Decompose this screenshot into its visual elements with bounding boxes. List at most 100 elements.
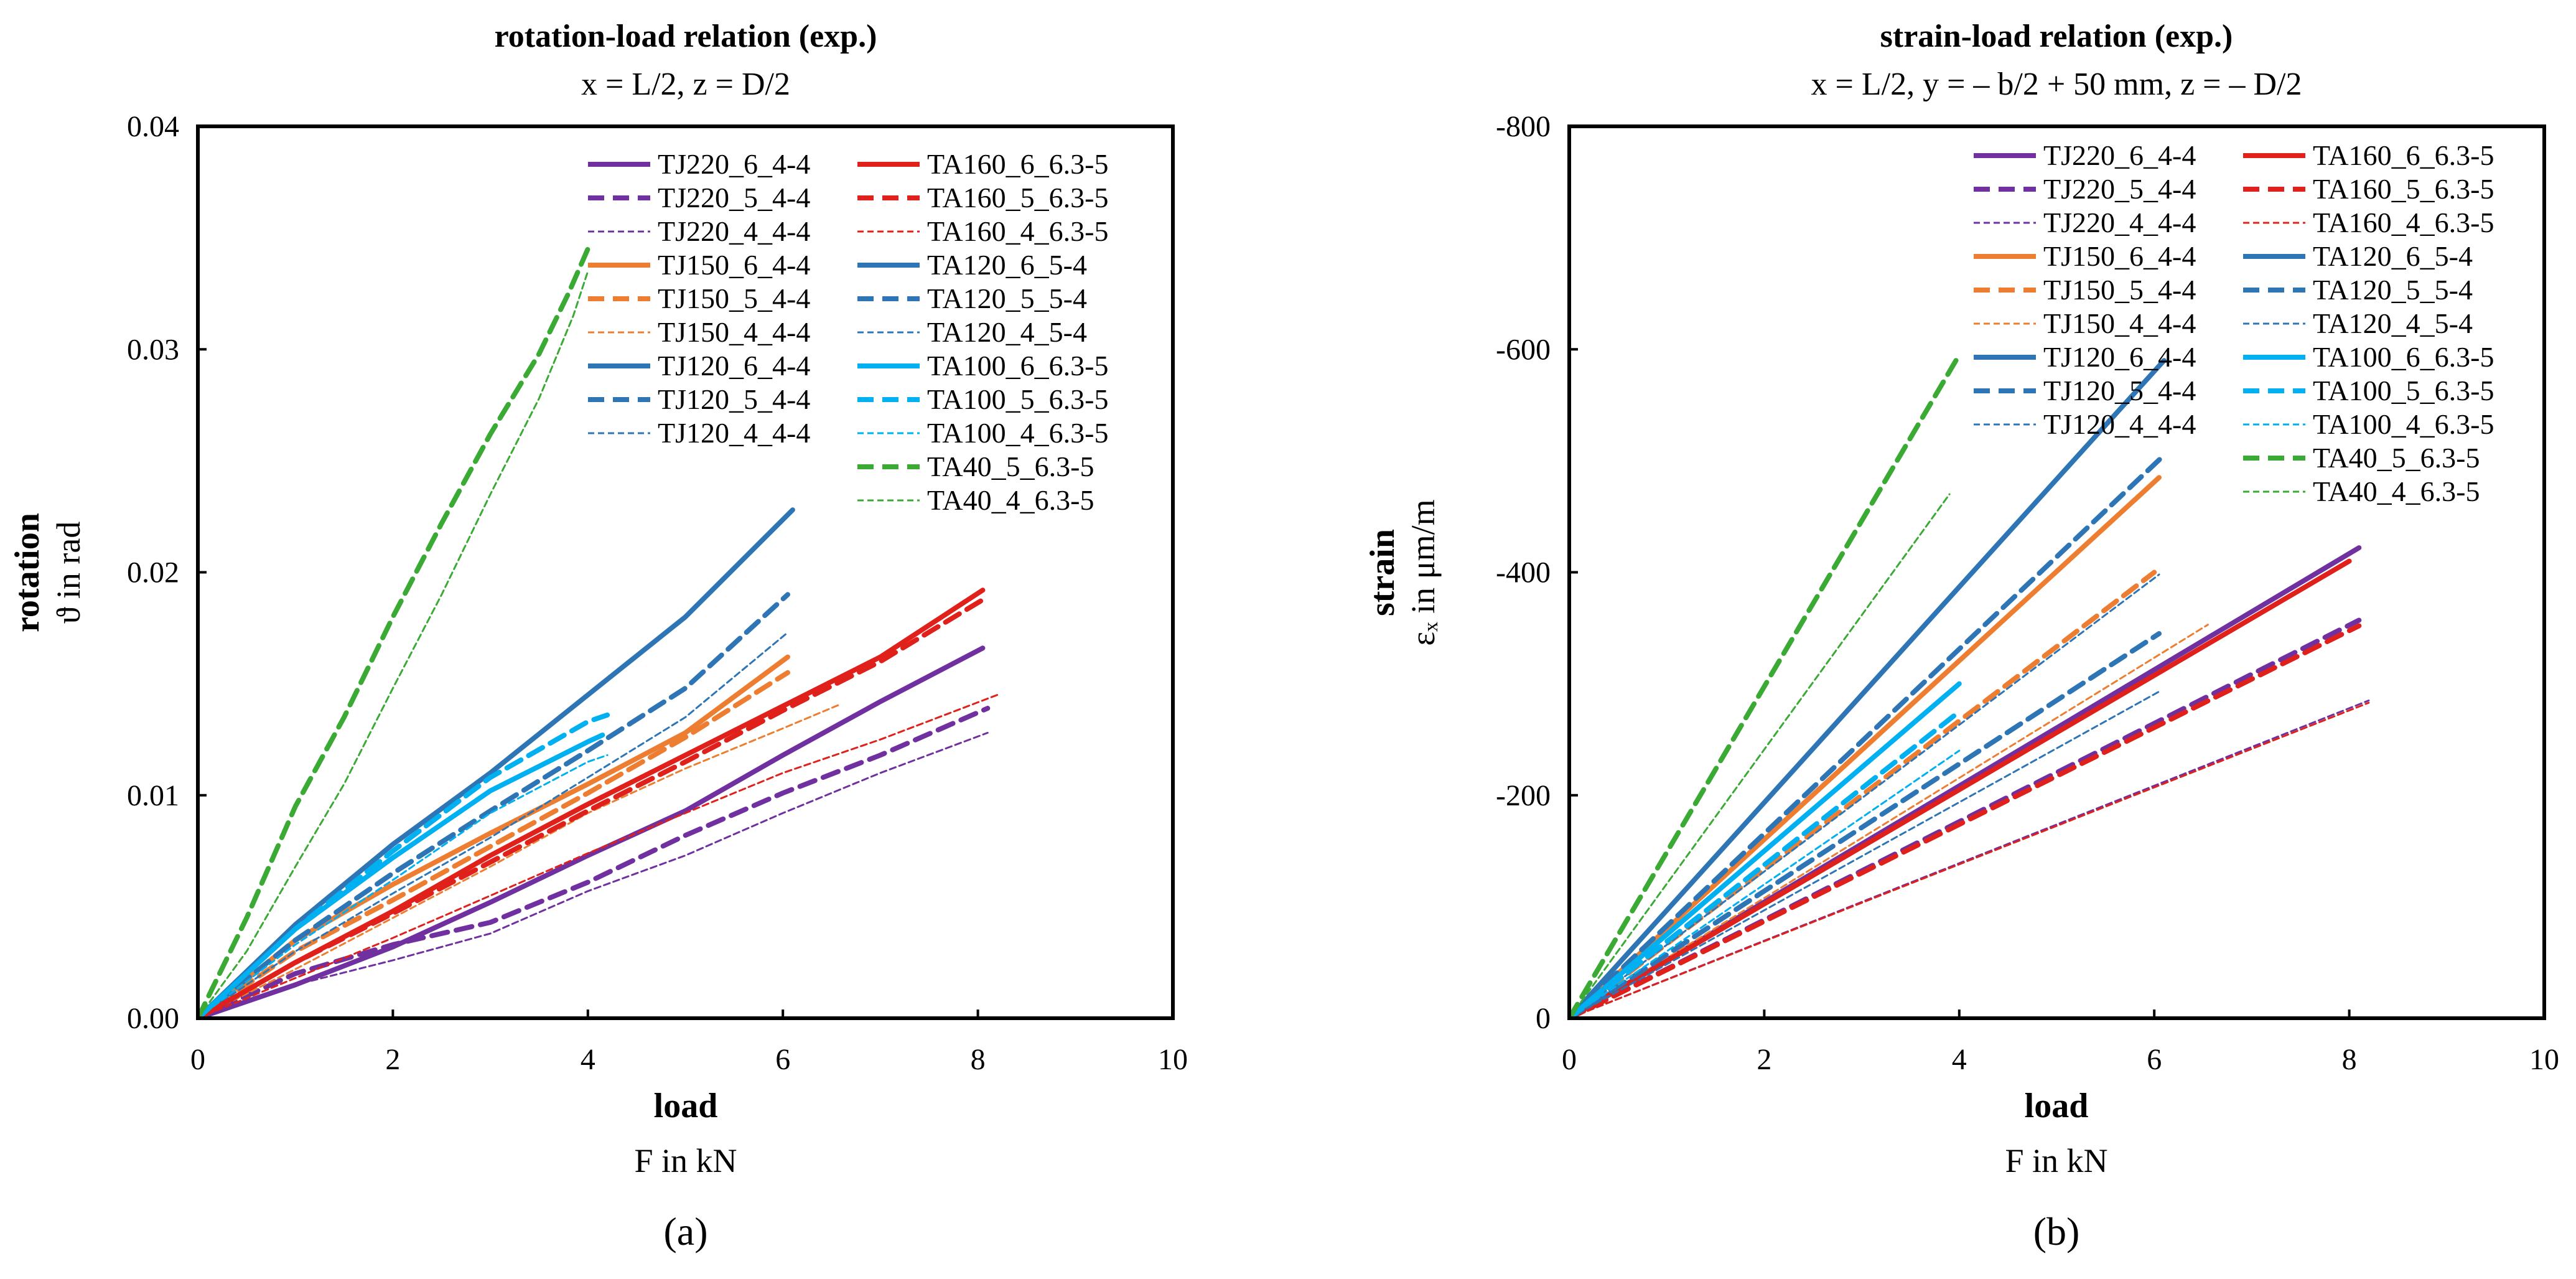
legend-entry: TJ220_6_4-4: [658, 148, 810, 180]
series-line-TA40_4_6.3-5: [1569, 493, 1951, 1018]
legend-entry: TA40_5_6.3-5: [927, 451, 1094, 482]
series-line-TA160_5_6.3-5: [1569, 623, 2362, 1018]
legend-entry: TA100_5_6.3-5: [927, 383, 1108, 415]
legend-entry: TA120_4_5-4: [927, 316, 1087, 348]
x-axis-label: load: [2025, 1087, 2089, 1125]
series-line-TJ150_4_4-4: [1569, 624, 2209, 1018]
series-line-TJ220_4_4-4: [198, 731, 989, 1018]
legend-entry: TA160_4_6.3-5: [2313, 207, 2494, 238]
legend-entry: TA120_6_5-4: [2313, 240, 2473, 272]
series-line-TA160_4_6.3-5: [198, 694, 999, 1018]
y-tick-label: -600: [1496, 333, 1551, 366]
y-tick-label: 0.03: [127, 333, 179, 366]
series-line-TJ120_4_4-4: [198, 631, 789, 1018]
x-axis-unit: F in kN: [634, 1142, 737, 1179]
series-line-TJ120_6_4-4: [198, 507, 795, 1018]
x-tick-label: 6: [775, 1043, 790, 1076]
legend-entry: TA100_4_6.3-5: [2313, 408, 2494, 440]
legend-entry: TA120_5_5-4: [2313, 274, 2473, 306]
series-line-TJ120_4_4-4: [1569, 573, 2160, 1018]
y-tick-label: 0.02: [127, 556, 179, 589]
legend-entry: TA100_6_6.3-5: [2313, 341, 2494, 373]
legend-entry: TJ220_5_4-4: [658, 182, 810, 213]
legend-entry: TJ120_6_4-4: [2043, 341, 2196, 373]
y-axis-label: rotation: [8, 513, 47, 632]
series-line-TJ150_6_4-4: [198, 654, 790, 1018]
y-tick-label: -200: [1496, 779, 1551, 812]
series-line-TA40_5_6.3-5: [198, 246, 590, 1018]
x-axis-label: load: [654, 1087, 718, 1125]
x-axis-unit: F in kN: [2005, 1142, 2107, 1179]
series-line-TJ120_6_4-4: [1569, 358, 2167, 1018]
legend: TJ220_6_4-4TJ220_5_4-4TJ220_4_4-4TJ150_6…: [1974, 139, 2494, 507]
series-line-TJ150_6_4-4: [1569, 475, 2162, 1018]
chart-title: strain-load relation (exp.): [1880, 19, 2233, 54]
legend-entry: TA120_4_5-4: [2313, 307, 2473, 339]
legend-entry: TJ120_6_4-4: [658, 350, 810, 382]
legend-entry: TA100_5_6.3-5: [2313, 375, 2494, 406]
legend-entry: TJ150_4_4-4: [658, 316, 810, 348]
y-axis-label: strain: [1363, 529, 1402, 616]
legend-entry: TA100_4_6.3-5: [927, 417, 1108, 449]
series-line-TJ220_5_4-4: [198, 706, 991, 1018]
series-line-TJ120_5_4-4: [198, 592, 790, 1018]
legend-entry: TJ150_5_4-4: [658, 283, 810, 314]
series-line-TJ120_5_4-4: [1569, 452, 2167, 1018]
legend-entry: TA160_5_6.3-5: [2313, 173, 2494, 205]
y-axis-unit: εₓ in μm/m: [1404, 499, 1442, 645]
x-tick-label: 10: [1158, 1043, 1188, 1076]
series-line-TA40_5_6.3-5: [1569, 352, 1962, 1018]
legend-entry: TJ150_6_4-4: [2043, 240, 2196, 272]
series-line-TA40_4_6.3-5: [198, 270, 589, 1018]
chart-subtitle: x = L/2, z = D/2: [581, 67, 790, 102]
legend-entry: TA100_6_6.3-5: [927, 350, 1108, 382]
panel-label: (b): [2033, 1209, 2080, 1253]
series-line-TJ220_6_4-4: [198, 645, 986, 1018]
x-tick-label: 8: [971, 1043, 986, 1076]
legend-entry: TA120_6_5-4: [927, 249, 1087, 281]
series-line-TA160_5_6.3-5: [198, 594, 991, 1018]
series-group: [198, 246, 999, 1018]
legend-entry: TA160_5_6.3-5: [927, 182, 1108, 213]
legend-entry: TJ220_5_4-4: [2043, 173, 2196, 205]
legend-entry: TJ120_4_4-4: [658, 417, 810, 449]
legend: TJ220_6_4-4TJ220_5_4-4TJ220_4_4-4TJ150_6…: [588, 148, 1108, 516]
chart-title: rotation-load relation (exp.): [495, 19, 877, 54]
legend-entry: TA40_5_6.3-5: [2313, 442, 2480, 474]
x-tick-label: 2: [385, 1043, 400, 1076]
series-group: [1569, 352, 2370, 1018]
chart-panel-a: rotation-load relation (exp.) x = L/2, z …: [8, 19, 1188, 1253]
chart-subtitle: x = L/2, y = – b/2 + 50 mm, z = – D/2: [1811, 67, 2302, 102]
legend-entry: TJ120_5_4-4: [658, 383, 810, 415]
series-line-TA100_4_6.3-5: [198, 754, 609, 1018]
legend-entry: TA160_4_6.3-5: [927, 215, 1108, 247]
legend-entry: TJ150_6_4-4: [658, 249, 810, 281]
series-line-TJ150_5_4-4: [198, 670, 790, 1018]
x-tick-label: 2: [1757, 1043, 1771, 1076]
x-tick-label: 0: [190, 1043, 205, 1076]
legend-entry: TJ220_6_4-4: [2043, 139, 2196, 171]
x-tick-label: 4: [581, 1043, 595, 1076]
series-line-TA160_4_6.3-5: [1569, 701, 2370, 1018]
legend-entry: TA120_5_5-4: [927, 283, 1087, 314]
series-line-TA100_5_6.3-5: [1569, 709, 1962, 1018]
series-line-TA100_5_6.3-5: [198, 712, 610, 1018]
legend-entry: TJ120_4_4-4: [2043, 408, 2196, 440]
y-tick-label: -400: [1496, 556, 1551, 589]
legend-entry: TA40_4_6.3-5: [927, 484, 1094, 516]
panel-label: (a): [663, 1209, 707, 1253]
series-line-TA100_6_6.3-5: [1569, 681, 1962, 1018]
legend-entry: TJ150_5_4-4: [2043, 274, 2196, 306]
x-tick-label: 8: [2342, 1043, 2357, 1076]
series-line-TJ150_4_4-4: [198, 703, 842, 1018]
x-tick-label: 0: [1562, 1043, 1577, 1076]
x-tick-label: 10: [2529, 1043, 2559, 1076]
y-tick-label: 0.01: [127, 779, 179, 812]
legend-entry: TA160_6_6.3-5: [927, 148, 1108, 180]
legend-entry: TA40_4_6.3-5: [2313, 476, 2480, 507]
series-line-TA160_6_6.3-5: [1569, 558, 2352, 1018]
legend-entry: TJ150_4_4-4: [2043, 307, 2196, 339]
x-tick-label: 6: [2147, 1043, 2162, 1076]
x-tick-label: 4: [1952, 1043, 1967, 1076]
